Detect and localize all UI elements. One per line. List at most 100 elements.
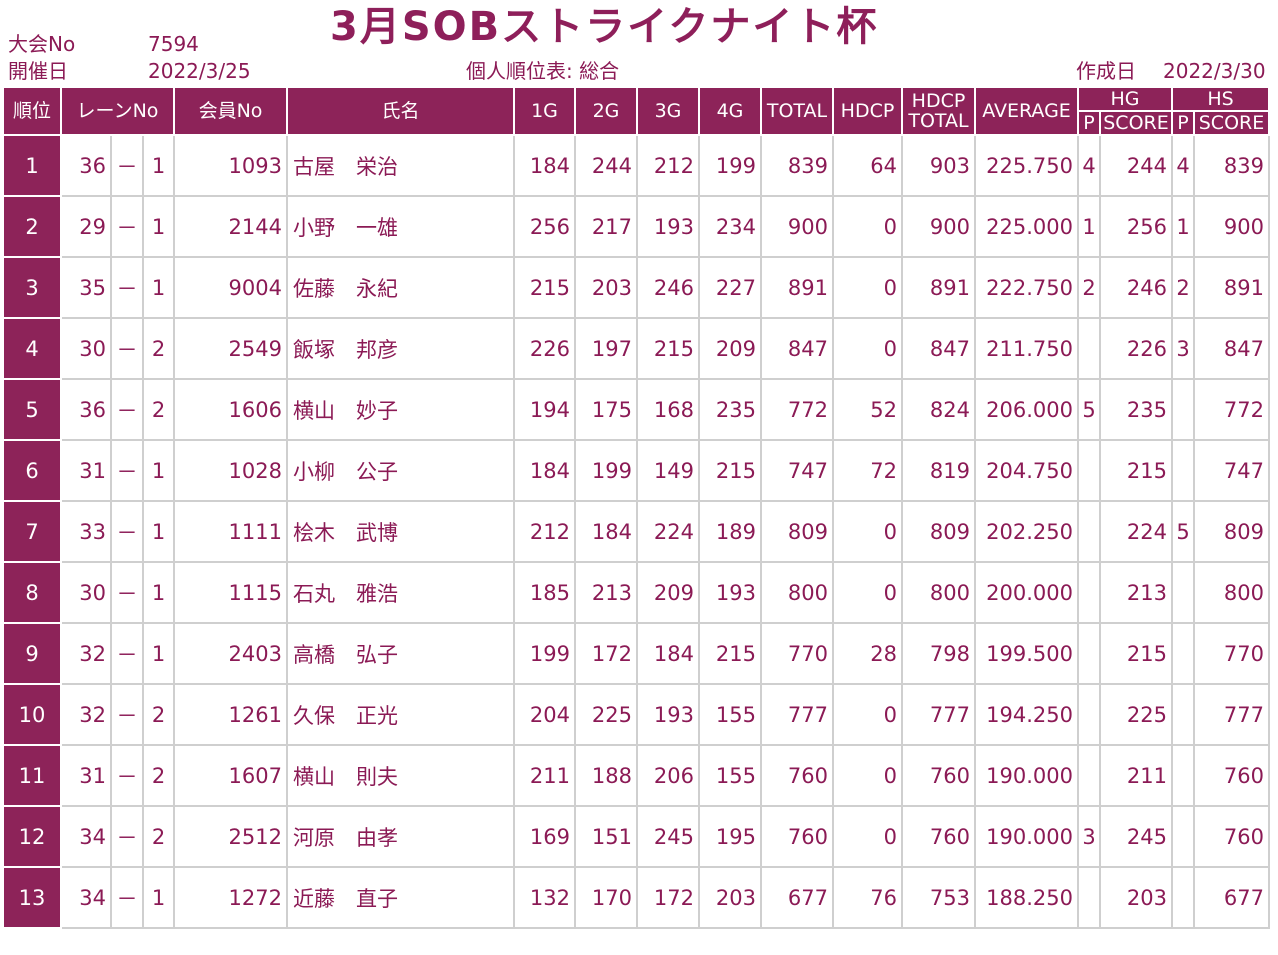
hs-place-cell [1171,622,1195,685]
member-no-cell: 1272 [173,866,288,929]
game3-cell: 212 [636,134,700,197]
col-member: 会員No [173,86,288,136]
average-cell: 222.750 [974,256,1079,319]
rank-cell: 12 [2,805,62,868]
created-label: 作成日 [1076,59,1136,83]
average-cell: 206.000 [974,378,1079,441]
game4-cell: 155 [698,683,762,746]
game1-cell: 194 [513,378,576,441]
lane-dash: － [110,622,144,685]
hdcp-total-cell: 824 [901,378,976,441]
table-row: 6 31 － 1 1028 小柳 公子 184 199 149 215 747 72 819 204.75… [2,439,1270,502]
lane-dash: － [110,500,144,563]
average-cell: 190.000 [974,744,1079,807]
lane-cell: 36 [60,378,112,441]
game4-cell: 189 [698,500,762,563]
hg-place-cell [1077,317,1101,380]
table-row: 2 29 － 1 2144 小野 一雄 256 217 193 234 900 0 900 225.000… [2,195,1270,258]
lane-dash: － [110,317,144,380]
game3-cell: 224 [636,500,700,563]
hs-score-cell: 900 [1193,195,1270,258]
game2-cell: 244 [574,134,638,197]
hg-score-cell: 215 [1099,439,1173,502]
total-cell: 809 [760,500,834,563]
hg-place-cell: 1 [1077,195,1101,258]
member-no-cell: 1028 [173,439,288,502]
rank-cell: 2 [2,195,62,258]
player-name-cell: 高橋 弘子 [286,622,515,685]
lane-cell: 30 [60,317,112,380]
report-type: 個人順位表: 総合 [466,59,620,83]
game4-cell: 199 [698,134,762,197]
player-name-cell: 佐藤 永紀 [286,256,515,319]
rank-cell: 9 [2,622,62,685]
col-hdcp-total: HDCP TOTAL [901,86,976,136]
lane-cell: 29 [60,195,112,258]
player-name-cell: 近藤 直子 [286,866,515,929]
player-name-cell: 飯塚 邦彦 [286,317,515,380]
hg-place-cell: 4 [1077,134,1101,197]
header-row: 順位 レーンNo 会員No 氏名 1G 2G 3G 4G TOTAL HDCP … [2,86,1270,136]
game3-cell: 246 [636,256,700,319]
ranking-table: 順位 レーンNo 会員No 氏名 1G 2G 3G 4G TOTAL HDCP … [2,86,1270,929]
total-cell: 772 [760,378,834,441]
player-name-cell: 古屋 栄治 [286,134,515,197]
lane-sub: 1 [142,500,175,563]
hs-score-cell: 747 [1193,439,1270,502]
member-no-cell: 9004 [173,256,288,319]
game1-cell: 226 [513,317,576,380]
hdcp-total-cell: 900 [901,195,976,258]
lane-sub: 1 [142,195,175,258]
lane-cell: 32 [60,683,112,746]
lane-cell: 31 [60,744,112,807]
member-no-cell: 1093 [173,134,288,197]
hs-score-cell: 760 [1193,805,1270,868]
hdcp-total-cell: 760 [901,744,976,807]
rank-cell: 7 [2,500,62,563]
hg-place-cell: 2 [1077,256,1101,319]
hs-place-cell [1171,378,1195,441]
hs-place-cell: 4 [1171,134,1195,197]
game2-cell: 197 [574,317,638,380]
total-cell: 839 [760,134,834,197]
rank-cell: 5 [2,378,62,441]
hdcp-total-cell: 847 [901,317,976,380]
game4-cell: 227 [698,256,762,319]
game1-cell: 169 [513,805,576,868]
event-no-label: 大会No [8,32,76,56]
hdcp-total-cell: 777 [901,683,976,746]
game1-cell: 204 [513,683,576,746]
game2-cell: 188 [574,744,638,807]
game4-cell: 195 [698,805,762,868]
table-row: 5 36 － 2 1606 横山 妙子 194 175 168 235 772 52 824 206.00… [2,378,1270,441]
hs-place-cell: 3 [1171,317,1195,380]
total-cell: 677 [760,866,834,929]
rank-cell: 11 [2,744,62,807]
average-cell: 211.750 [974,317,1079,380]
total-cell: 900 [760,195,834,258]
hs-place-cell [1171,744,1195,807]
game4-cell: 203 [698,866,762,929]
col-name: 氏名 [286,86,515,136]
lane-cell: 34 [60,866,112,929]
hs-score-cell: 809 [1193,500,1270,563]
member-no-cell: 1606 [173,378,288,441]
lane-dash: － [110,195,144,258]
hs-score-cell: 677 [1193,866,1270,929]
hs-score-cell: 847 [1193,317,1270,380]
hs-score-cell: 770 [1193,622,1270,685]
hdcp-total-cell: 819 [901,439,976,502]
hg-score-cell: 215 [1099,622,1173,685]
player-name-cell: 横山 則夫 [286,744,515,807]
game3-cell: 149 [636,439,700,502]
game1-cell: 132 [513,866,576,929]
game3-cell: 245 [636,805,700,868]
col-hs-p: P [1171,110,1195,136]
col-hdcp-total-line1: HDCP [911,90,966,112]
game4-cell: 234 [698,195,762,258]
player-name-cell: 久保 正光 [286,683,515,746]
rank-cell: 10 [2,683,62,746]
hdcp-cell: 0 [832,500,903,563]
game3-cell: 206 [636,744,700,807]
hdcp-total-cell: 760 [901,805,976,868]
